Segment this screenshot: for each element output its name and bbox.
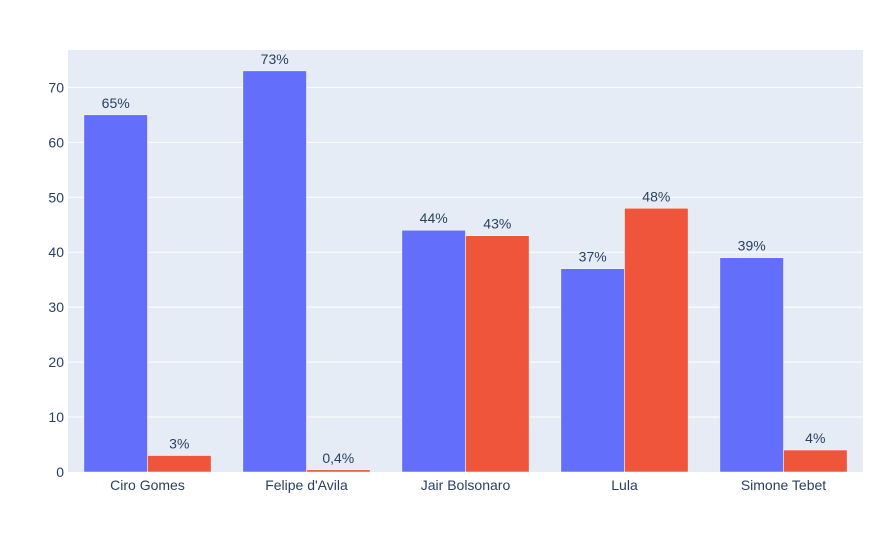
data-label-1-1: 0,4%: [322, 450, 354, 466]
x-axis: Ciro Gomes Felipe d'Avila Jair Bolsonaro Lu…: [110, 477, 826, 493]
x-tick-label: Felipe d'Avila: [265, 477, 348, 493]
bar-0-1: [147, 455, 212, 473]
x-tick-label: Jair Bolsonaro: [421, 477, 511, 493]
data-label-2-1: 43%: [483, 216, 511, 232]
bar-2-0: [401, 229, 466, 473]
data-label-4-0: 39%: [738, 238, 766, 254]
data-label-2-0: 44%: [420, 210, 448, 226]
data-label-0-1: 3%: [169, 436, 189, 452]
y-tick-label: 70: [48, 79, 64, 95]
y-tick-label: 60: [48, 134, 64, 150]
y-axis: 0 10 20 30 40 50 60 70: [48, 79, 64, 480]
bar-4-1: [783, 449, 848, 473]
data-label-1-0: 73%: [261, 51, 289, 67]
bar-1-0: [242, 70, 307, 473]
y-tick-label: 10: [48, 409, 64, 425]
y-tick-label: 40: [48, 244, 64, 260]
data-label-3-1: 48%: [642, 188, 670, 204]
y-tick-label: 30: [48, 299, 64, 315]
y-tick-label: 0: [56, 464, 64, 480]
data-label-3-0: 37%: [579, 249, 607, 265]
bar-3-1: [624, 208, 689, 473]
data-labels: 65% 3% 73% 0,4% 44% 43% 37% 48% 39% 4%: [102, 51, 826, 466]
bar-2-1: [465, 235, 530, 473]
y-tick-label: 20: [48, 354, 64, 370]
x-tick-label: Simone Tebet: [741, 477, 826, 493]
data-label-0-0: 65%: [102, 95, 130, 111]
data-label-4-1: 4%: [805, 430, 825, 446]
x-tick-label: Lula: [611, 477, 638, 493]
x-tick-label: Ciro Gomes: [110, 477, 185, 493]
bars: [83, 70, 848, 473]
bar-0-0: [83, 114, 148, 473]
bar-3-0: [560, 268, 625, 473]
y-tick-label: 50: [48, 189, 64, 205]
bar-1-1: [306, 469, 371, 473]
bar-4-0: [719, 257, 784, 473]
